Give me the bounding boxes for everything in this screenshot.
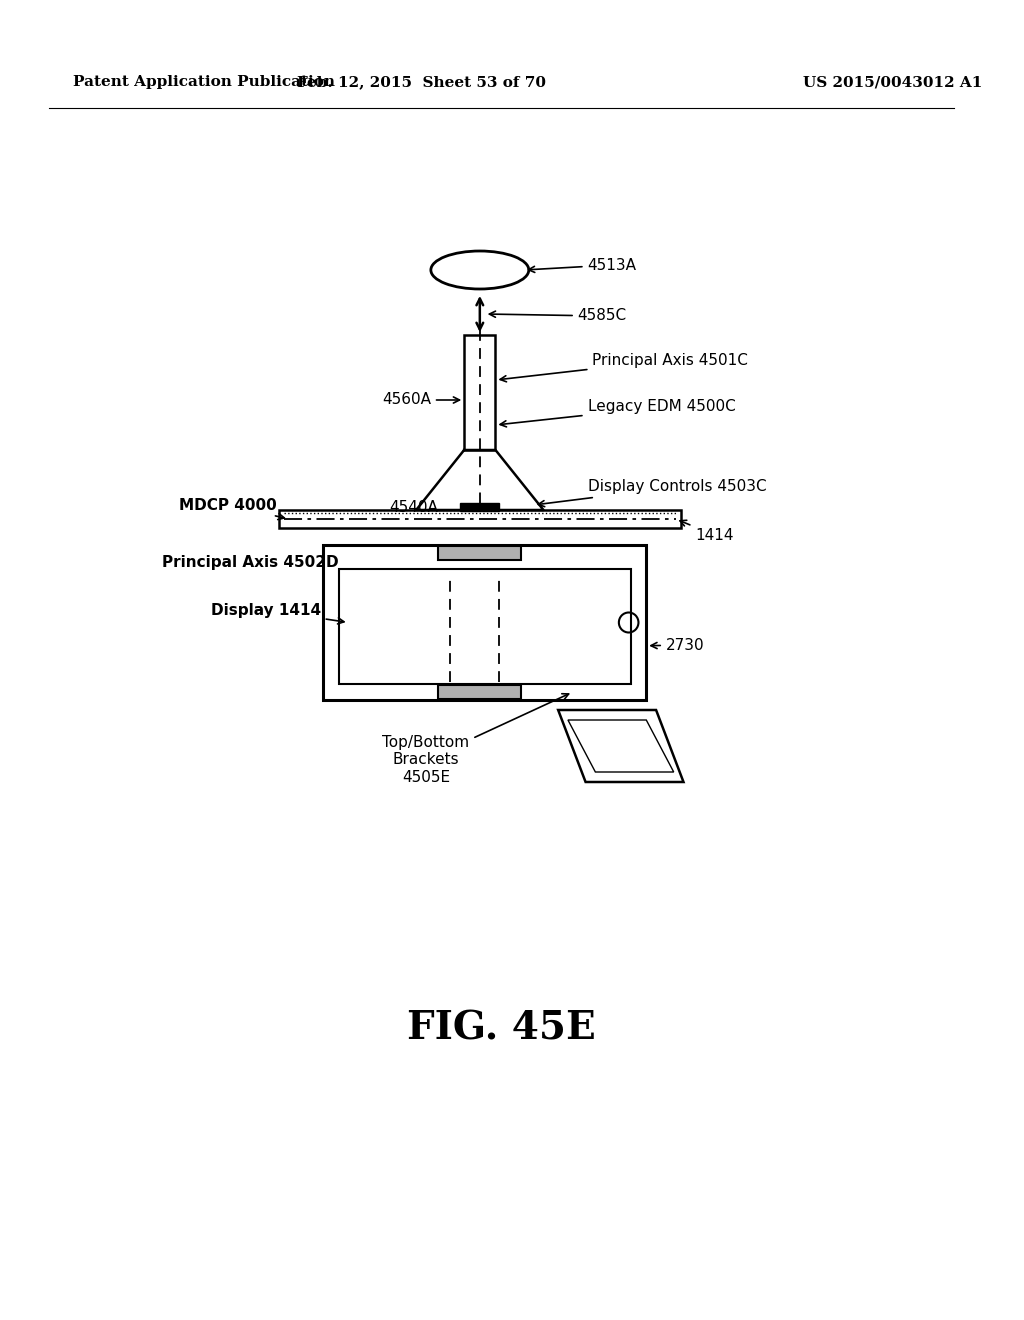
Text: 1414: 1414 <box>680 520 734 543</box>
Text: 2730: 2730 <box>651 638 705 652</box>
Text: Feb. 12, 2015  Sheet 53 of 70: Feb. 12, 2015 Sheet 53 of 70 <box>297 75 546 88</box>
Text: MDCP 4000: MDCP 4000 <box>179 498 285 520</box>
Bar <box>339 569 631 684</box>
Text: Patent Application Publication: Patent Application Publication <box>74 75 336 88</box>
Text: Principal Axis 4501C: Principal Axis 4501C <box>500 352 749 381</box>
Text: Legacy EDM 4500C: Legacy EDM 4500C <box>500 400 735 426</box>
Text: Display Controls 4503C: Display Controls 4503C <box>539 479 766 507</box>
Text: Display 1414: Display 1414 <box>211 602 344 624</box>
Text: Top/Bottom
Brackets
4505E: Top/Bottom Brackets 4505E <box>382 694 568 785</box>
Bar <box>438 685 521 700</box>
Text: 4513A: 4513A <box>528 257 637 272</box>
Text: FIG. 45E: FIG. 45E <box>407 1010 596 1048</box>
Text: Principal Axis 4502D: Principal Axis 4502D <box>162 554 338 569</box>
Text: US 2015/0043012 A1: US 2015/0043012 A1 <box>803 75 982 88</box>
Text: 4560A: 4560A <box>382 392 460 408</box>
Text: 4540A: 4540A <box>390 500 438 516</box>
Text: 4585C: 4585C <box>489 309 627 323</box>
Bar <box>438 546 521 560</box>
Bar <box>324 545 646 700</box>
Bar <box>280 510 681 528</box>
Bar <box>460 503 500 511</box>
Bar <box>464 335 496 450</box>
